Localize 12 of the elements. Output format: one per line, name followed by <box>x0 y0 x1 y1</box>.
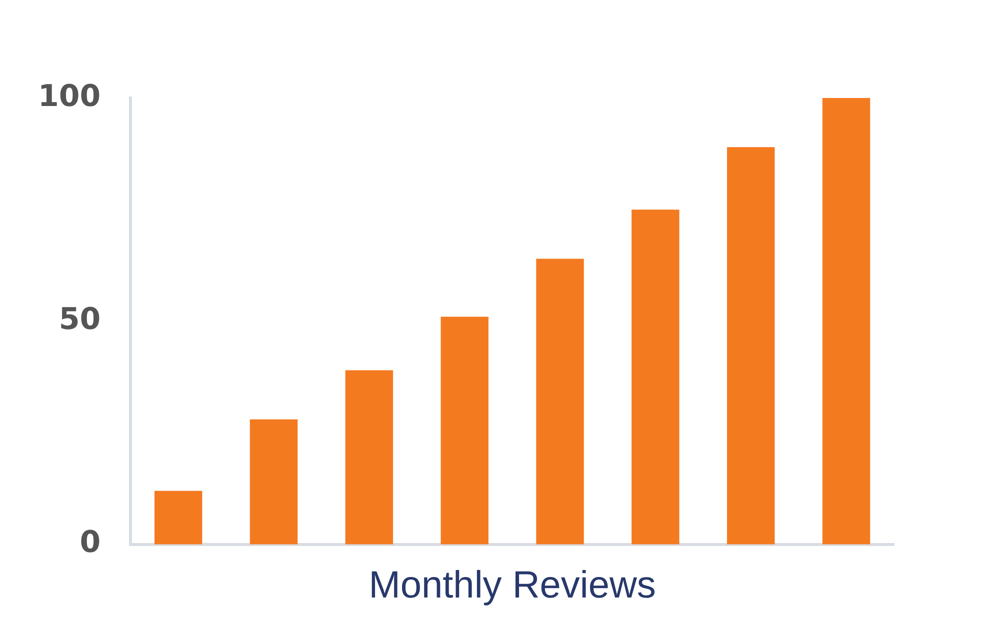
bar <box>345 370 394 544</box>
bar <box>154 490 202 544</box>
y-tick-label: 0 <box>80 525 101 560</box>
bar <box>822 98 870 544</box>
bar <box>440 316 488 544</box>
bar <box>250 419 298 544</box>
y-tick-label: 100 <box>38 78 101 114</box>
y-tick-label: 50 <box>58 302 101 337</box>
bar <box>536 258 584 544</box>
bar <box>727 147 775 544</box>
x-axis-title: Monthly Reviews <box>368 564 656 607</box>
bar <box>632 210 680 544</box>
